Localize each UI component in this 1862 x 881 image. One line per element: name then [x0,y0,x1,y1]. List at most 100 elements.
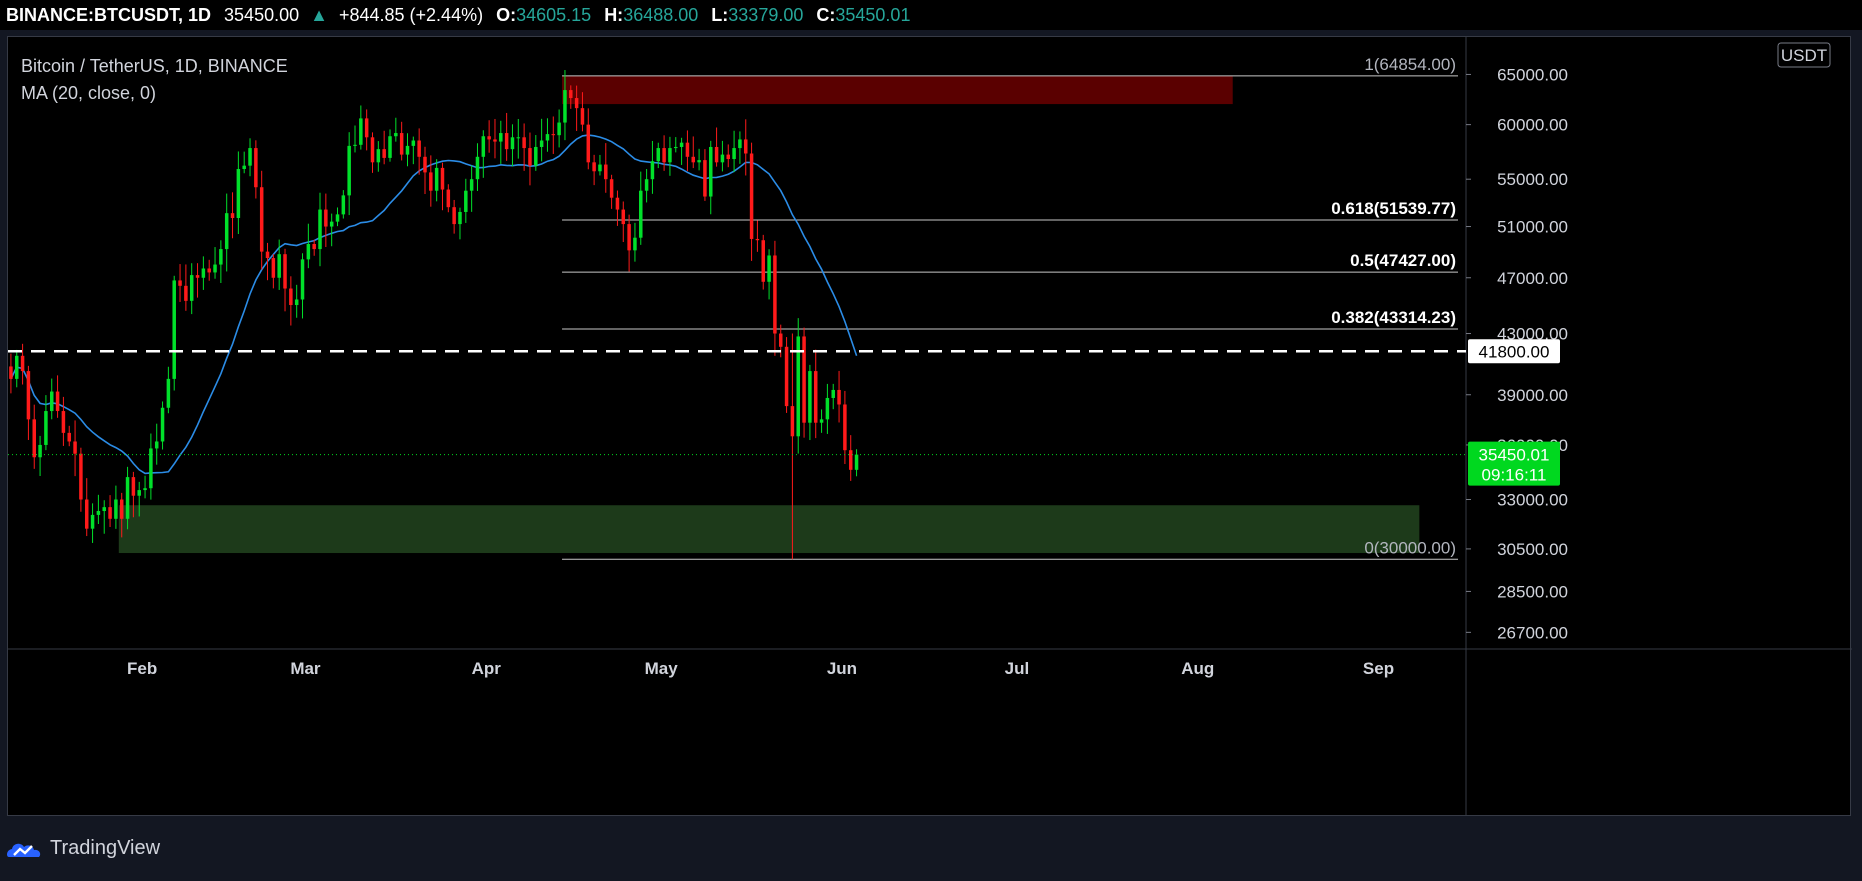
candle-body [166,378,171,408]
candle-body [335,214,340,222]
close-value: 35450.01 [835,5,911,25]
candle-body [446,189,451,208]
candle-body [405,145,410,155]
candle-body [341,195,346,215]
candle-body [819,419,824,423]
candle-body [55,391,60,412]
candle-body [125,477,130,519]
candle-body [114,499,118,519]
candle-body [481,136,486,157]
x-tick-label: Aug [1181,659,1214,678]
supply-zone [562,75,1233,105]
candle-body [429,172,433,191]
candle-body [848,450,853,470]
chart-area[interactable]: 1(64854.00) 0.618(51539.77) 0.5(47427.00) 0… [7,36,1852,817]
candle-body [283,254,287,289]
candle-body [668,148,672,163]
candle-body [61,411,66,433]
candle-body [528,148,532,166]
legend-title[interactable]: Bitcoin / TetherUS, 1D, BINANCE [21,56,288,76]
countdown-label: 09:16:11 [1482,466,1547,485]
price-chart[interactable]: 1(64854.00) 0.618(51539.77) 0.5(47427.00) 0… [8,37,1852,817]
candle-body [493,139,497,142]
candle-body [230,213,235,218]
last-price-text: 35450.00 [224,5,300,25]
candle-body [102,507,106,512]
candle-body [154,441,159,449]
candle-body [633,237,637,251]
candle-body [580,108,585,125]
tradingview-logo-icon[interactable] [6,838,48,860]
candle-body [469,179,474,191]
candle-body [312,243,316,250]
candle-body [650,161,655,180]
candle-body [207,268,211,273]
open-label: O: [496,5,517,25]
fib-label: 0.382(43314.23) [1331,308,1456,327]
candle-body [802,336,806,423]
candle-body [160,407,165,442]
open-value: 34605.15 [516,5,592,25]
resistance-price-badge [1468,339,1560,364]
candle-body [796,336,800,437]
candle-body [411,140,416,146]
candle-body [236,169,241,218]
candle-body [732,148,736,160]
y-tick-label: 43000.00 [1497,325,1568,344]
tradingview-brand[interactable]: TradingView [50,837,161,859]
candle-body [773,255,777,334]
candle-body [294,299,299,306]
candle-body [242,165,246,170]
candle-body [347,145,351,196]
candle-body [90,514,95,529]
candle-body [516,137,521,139]
candle-body [388,136,392,158]
candle-body [119,499,124,519]
candle-body [749,153,754,239]
candle-body [738,139,742,149]
symbol-label[interactable]: BINANCE:BTCUSDT, 1D [6,5,212,25]
candle-body [329,221,334,227]
candle-body [837,389,841,405]
candle-body [201,268,206,278]
resistance-price-label: 41800.00 [1479,342,1550,361]
candle-body [277,254,281,278]
candle-body [265,251,270,259]
y-tick-label: 30500.00 [1497,540,1568,559]
candle-body [289,288,293,306]
candle-body [615,197,620,210]
candle-body [9,366,13,379]
candle-body [644,179,649,191]
candle-body [709,146,713,197]
candle-body [825,397,830,420]
candle-body [131,477,136,496]
x-tick-label: May [645,659,679,678]
candle-body [423,156,427,173]
candle-body [108,507,112,519]
close-label: C: [816,5,836,25]
up-arrow-icon: ▲ [310,5,328,25]
x-tick-label: Jun [827,659,857,678]
legend-indicator[interactable]: MA (20, close, 0) [21,83,157,103]
currency-badge-label: USDT [1781,46,1827,65]
ma-20-line [10,134,858,475]
candle-body [440,167,445,190]
low-label: L: [711,5,729,25]
last-price-label: 35450.01 [1479,446,1550,465]
y-tick-label: 65000.00 [1497,65,1568,84]
candle-body [499,133,503,142]
candle-body [84,499,89,529]
candle-body [195,275,200,278]
y-tick-label: 55000.00 [1497,170,1568,189]
candle-body [604,164,608,180]
high-value: 36488.00 [623,5,699,25]
candle-body [14,355,19,379]
candle-body [522,137,526,149]
candle-body [569,90,573,99]
candle-body [510,137,515,150]
candle-body [38,444,42,458]
y-tick-label: 51000.00 [1497,218,1568,237]
candle-body [539,140,544,147]
candle-body [79,453,83,500]
candle-body [32,419,36,458]
